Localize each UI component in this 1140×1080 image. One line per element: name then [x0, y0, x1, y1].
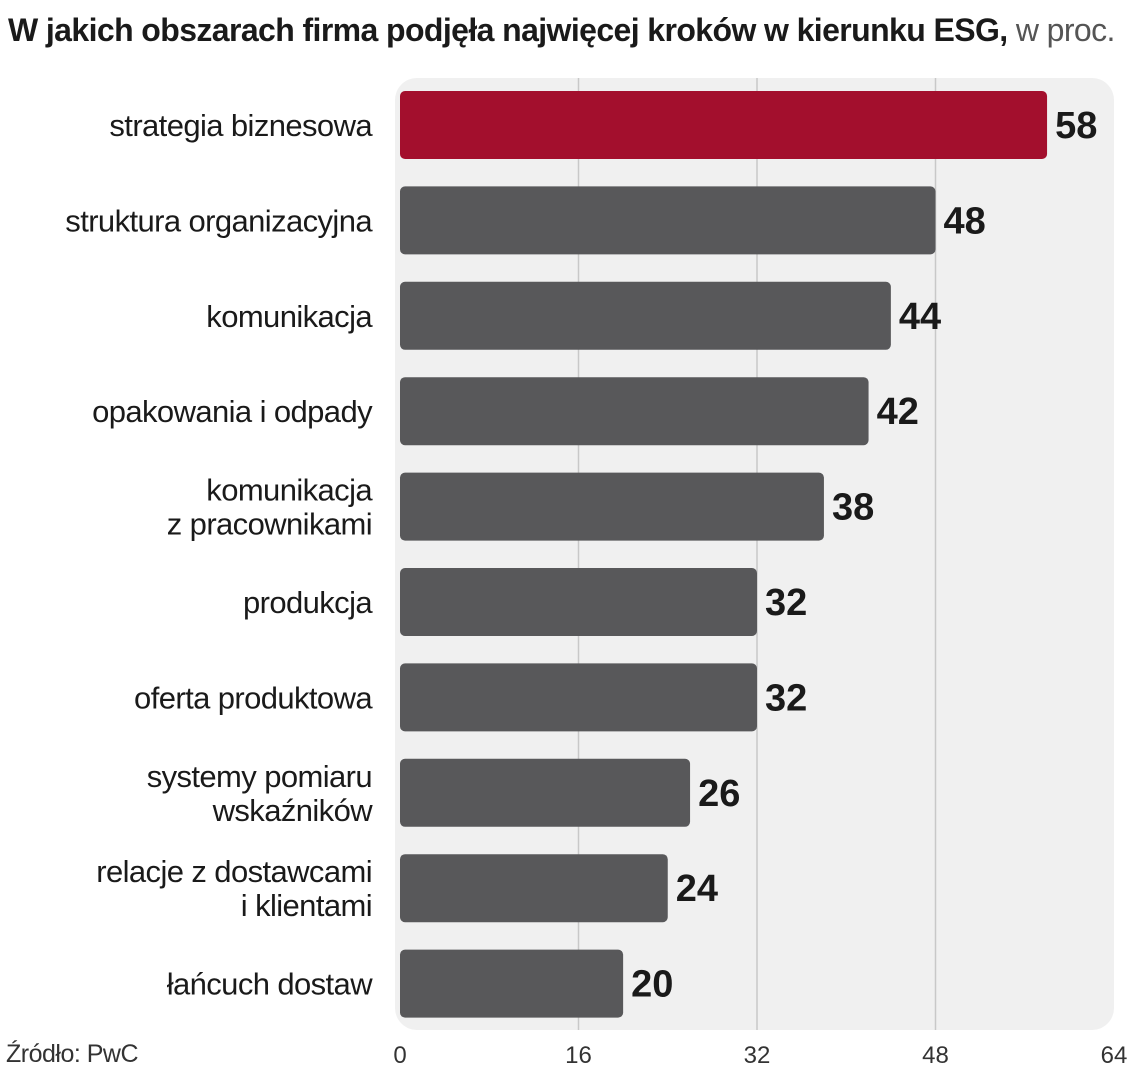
x-tick-label: 32 [744, 1042, 771, 1069]
category-label: łańcuch dostaw [167, 967, 373, 1002]
category-label: systemy pomiaru wskaźników [147, 759, 374, 828]
bar [400, 568, 757, 636]
bar-value-label: 20 [631, 964, 673, 1006]
bar-value-label: 48 [944, 200, 986, 242]
bar-value-label: 26 [698, 773, 740, 815]
bar-value-label: 42 [877, 391, 919, 433]
bar [400, 663, 757, 732]
bar-value-label: 24 [676, 868, 718, 910]
x-tick-label: 48 [922, 1042, 949, 1069]
x-tick-label: 16 [565, 1042, 592, 1069]
x-tick-label: 64 [1101, 1042, 1128, 1069]
category-label: opakowania i odpady [92, 394, 373, 429]
chart-title-main: W jakich obszarach firma podjęła najwięc… [8, 12, 1008, 48]
bar [400, 377, 869, 446]
category-label: komunikacja z pracownikami [167, 473, 374, 542]
x-tick-label: 0 [393, 1042, 406, 1069]
bar [400, 949, 624, 1018]
bar-value-label: 38 [832, 487, 874, 529]
category-label: produkcja [243, 585, 373, 620]
bar-value-label: 58 [1055, 105, 1097, 147]
bar-value-label: 32 [765, 582, 807, 624]
source-note: Źródło: PwC [6, 1040, 139, 1068]
chart-title-unit: w proc. [1007, 12, 1116, 48]
category-label: struktura organizacyjna [65, 203, 373, 238]
bar [400, 758, 691, 827]
category-label: strategia biznesowa [109, 108, 373, 143]
bar-value-label: 44 [899, 296, 941, 338]
bar [400, 281, 891, 350]
bar [400, 854, 668, 923]
chart-title: W jakich obszarach firma podjęła najwięc… [8, 10, 1115, 50]
bar [400, 472, 824, 541]
bar-value-label: 32 [765, 677, 807, 719]
category-label: komunikacja [206, 299, 373, 334]
category-label: oferta produktowa [134, 680, 373, 715]
bar [400, 91, 1048, 159]
category-label: relacje z dostawcami i klientami [96, 854, 372, 923]
bar [400, 186, 936, 255]
